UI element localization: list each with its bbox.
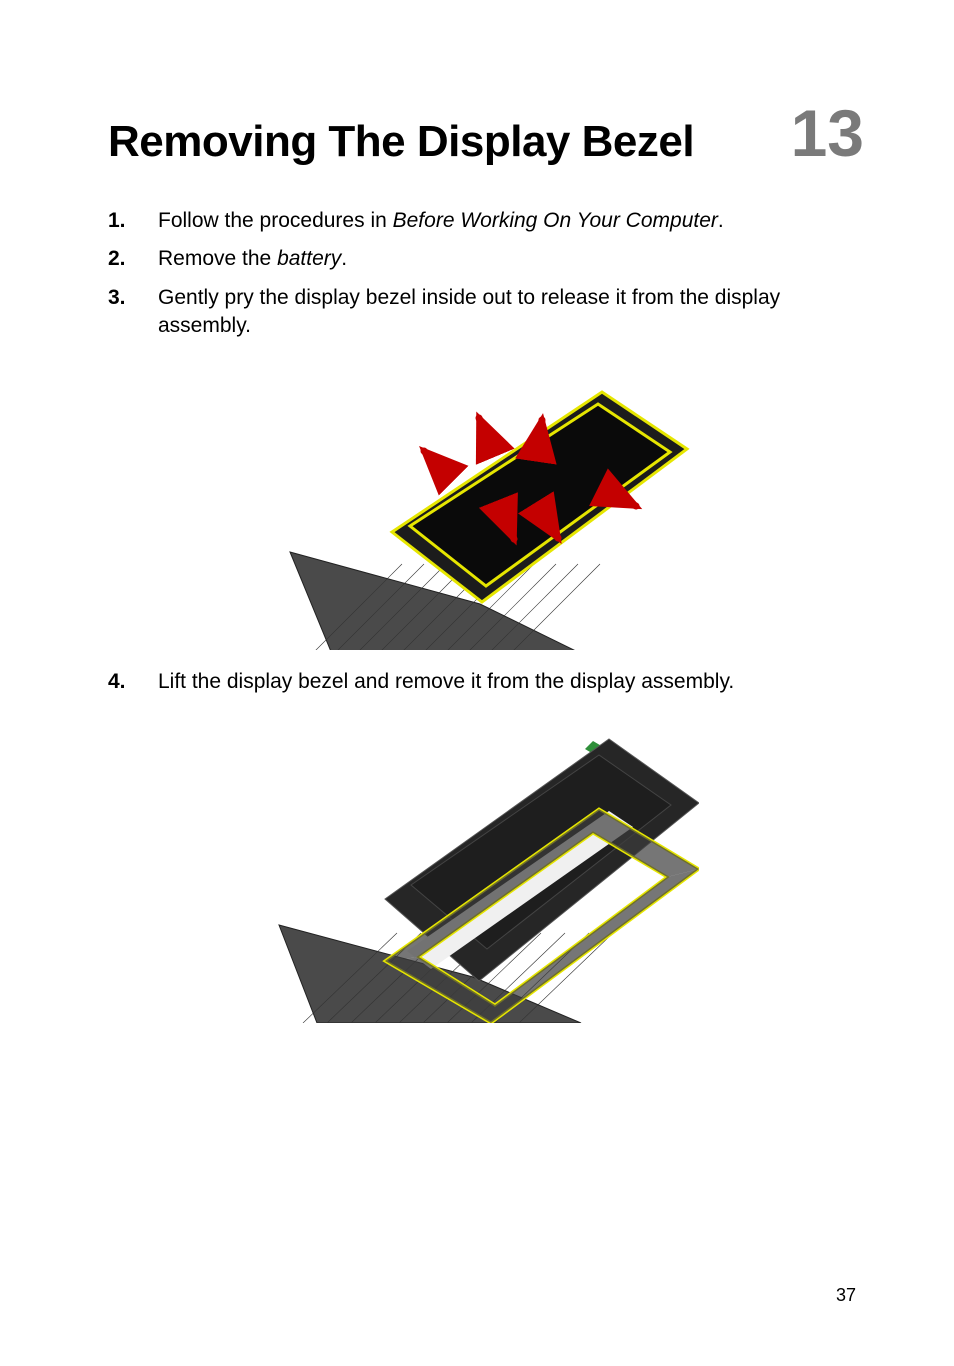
figure-box <box>282 354 690 650</box>
step-text-pre: Follow the procedures in <box>158 209 393 232</box>
figure-box <box>273 711 699 1023</box>
link-before-working[interactable]: Before Working On Your Computer <box>393 209 718 232</box>
step-4: 4. Lift the display bezel and remove it … <box>108 668 864 696</box>
step-1: 1. Follow the procedures in Before Worki… <box>108 207 864 235</box>
step-text-pre: Remove the <box>158 247 277 270</box>
step-3: 3. Gently pry the display bezel inside o… <box>108 284 864 341</box>
figure-pry-bezel <box>108 354 864 650</box>
step-number: 4. <box>108 668 134 696</box>
step-number: 1. <box>108 207 134 235</box>
laptop-diagram-2 <box>273 711 699 1023</box>
step-text-post: . <box>341 247 347 270</box>
step-text: Remove the battery. <box>158 245 864 273</box>
link-battery[interactable]: battery <box>277 247 341 270</box>
procedure-list-cont: 4. Lift the display bezel and remove it … <box>108 668 864 696</box>
chapter-number: 13 <box>791 100 864 166</box>
step-text: Gently pry the display bezel inside out … <box>158 284 864 341</box>
page-number: 37 <box>836 1285 856 1306</box>
step-2: 2. Remove the battery. <box>108 245 864 273</box>
chapter-title: Removing The Display Bezel <box>108 117 694 167</box>
procedure-list: 1. Follow the procedures in Before Worki… <box>108 207 864 340</box>
step-text-post: . <box>718 209 724 232</box>
step-text: Follow the procedures in Before Working … <box>158 207 864 235</box>
page-container: Removing The Display Bezel 13 1. Follow … <box>0 0 954 1366</box>
laptop-diagram-1 <box>282 354 690 650</box>
step-text: Lift the display bezel and remove it fro… <box>158 668 864 696</box>
chapter-header: Removing The Display Bezel 13 <box>108 100 864 167</box>
step-number: 3. <box>108 284 134 341</box>
figure-lift-bezel <box>108 711 864 1023</box>
step-number: 2. <box>108 245 134 273</box>
